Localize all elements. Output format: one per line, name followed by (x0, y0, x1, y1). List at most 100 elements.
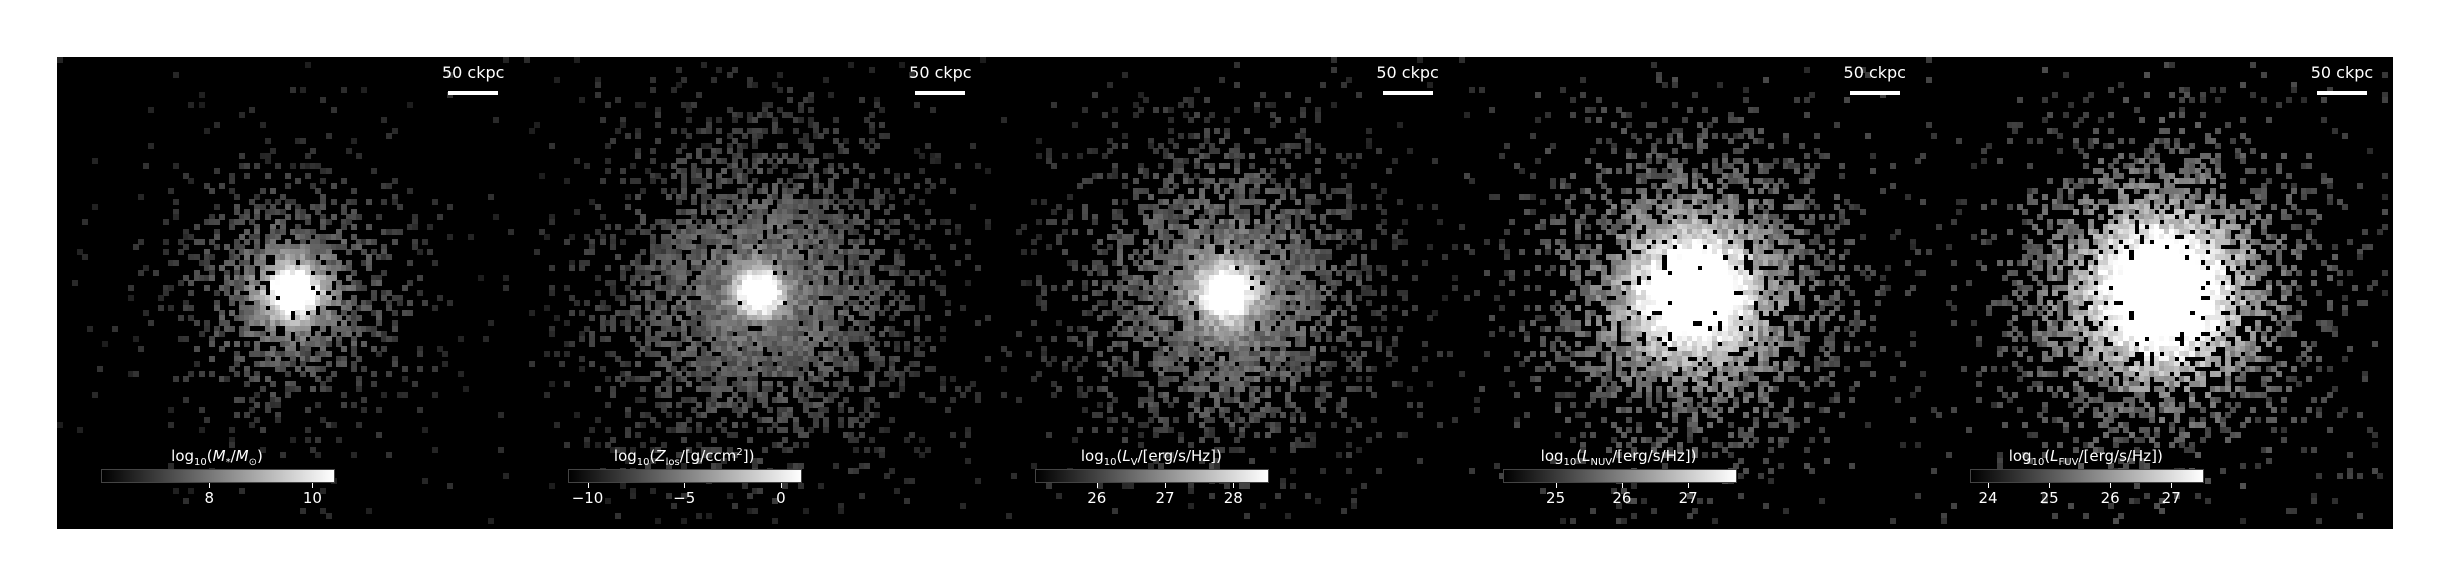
galaxy-map-image (1925, 57, 2393, 529)
colorbar-label-unit: /[erg/s/Hz]) (1137, 447, 1222, 465)
scalebar: 50 ckpc (2307, 64, 2377, 95)
colorbar-tick (1555, 483, 1557, 488)
colorbar-tick-label: 25 (1546, 489, 1566, 507)
colorbar-label-quantity2: M (235, 447, 249, 465)
galaxy-map-image (991, 57, 1459, 529)
colorbar-label-close: ]) (742, 447, 755, 465)
colorbar-label-quantity-sub: los (665, 457, 680, 468)
colorbar-label-quantity: M (212, 447, 226, 465)
scalebar: 50 ckpc (1840, 64, 1910, 95)
colorbar-tick (1233, 483, 1235, 488)
colorbar-tick (2110, 483, 2112, 488)
scalebar-label: 50 ckpc (441, 63, 505, 82)
scalebar-line (915, 91, 966, 95)
scalebar: 50 ckpc (1373, 64, 1443, 95)
colorbar-label-log-base: 10 (2031, 457, 2045, 468)
colorbar (1969, 469, 2204, 483)
colorbar-label-log: log (1540, 447, 1564, 465)
scalebar-line (2316, 91, 2367, 95)
colorbar-label-paren: ( (649, 447, 656, 465)
scalebar-line (448, 91, 499, 95)
colorbar-label: log10(LV/[erg/s/Hz]) (1035, 447, 1267, 468)
colorbar-tick-label: 24 (1978, 489, 1998, 507)
colorbar (568, 469, 803, 483)
colorbar-label-quantity-sub: V (1130, 457, 1138, 468)
colorbar-label-quantity-sub: FUV (2058, 457, 2079, 468)
colorbar-label-quantity-sub: * (225, 457, 231, 468)
colorbar-label-quantity2-sub: ⊙ (248, 457, 257, 468)
colorbar-tick (2049, 483, 2051, 488)
colorbar-tick-label: 25 (2039, 489, 2059, 507)
colorbar-tick-label: 26 (2100, 489, 2120, 507)
map-panel-2: 50 ckpc log10(Zlos/[g/ccm2]) −10 −5 0 (524, 57, 992, 529)
colorbar-tick (587, 483, 589, 488)
colorbar-tick (1096, 483, 1098, 488)
colorbar-label-log-base: 10 (636, 457, 650, 468)
colorbar-tick (1688, 483, 1690, 488)
colorbar (1035, 469, 1270, 483)
scalebar-label: 50 ckpc (1843, 63, 1906, 82)
colorbar-label-quantity: L (1122, 447, 1131, 465)
colorbar-label-log: log (1080, 447, 1104, 465)
colorbar-label-log-base: 10 (1563, 457, 1577, 468)
colorbar-tick (1621, 483, 1623, 488)
scalebar: 50 ckpc (905, 64, 975, 95)
colorbar-tick-label: 27 (2161, 489, 2181, 507)
colorbar-tick-label: −5 (673, 489, 696, 507)
colorbar-tick-label: 26 (1612, 489, 1632, 507)
map-panel-5: 50 ckpc log10(LFUV/[erg/s/Hz]) 24 25 26 27 (1925, 57, 2393, 529)
colorbar-label: log10(LNUV/[erg/s/Hz]) (1503, 447, 1735, 468)
colorbar-tick (1988, 483, 1990, 488)
colorbar (101, 469, 335, 483)
galaxy-map-image (1458, 57, 1926, 529)
colorbar-label-unit: /[erg/s/Hz]) (2078, 447, 2163, 465)
galaxy-map-image (524, 57, 992, 529)
colorbar-label-log-base: 10 (194, 457, 207, 468)
colorbar-label-log: log (613, 447, 637, 465)
colorbar-tick-label: 0 (776, 489, 786, 507)
colorbar-label-paren: ( (1576, 447, 1583, 465)
colorbar-label-quantity-sub: NUV (1590, 457, 1613, 468)
colorbar-label-unit-exp: 2 (736, 447, 743, 458)
colorbar-label-quantity: L (1582, 447, 1591, 465)
colorbar-label-quantity: L (2050, 447, 2059, 465)
colorbar-tick-label: −10 (571, 489, 604, 507)
scalebar-label: 50 ckpc (1376, 63, 1439, 82)
colorbar-label-log: log (2008, 447, 2032, 465)
colorbar-label-unit: / (230, 447, 236, 465)
colorbar-tick-label: 27 (1155, 489, 1175, 507)
scalebar-label: 50 ckpc (2310, 63, 2374, 82)
colorbar-tick (780, 483, 782, 488)
colorbar-tick (684, 483, 686, 488)
colorbar-label-unit: /[erg/s/Hz]) (1612, 447, 1697, 465)
colorbar-tick-label: 8 (204, 489, 215, 507)
colorbar-label: log10(M*/M⊙) (101, 447, 333, 468)
colorbar-label-paren: ( (2044, 447, 2051, 465)
colorbar-label-paren: ( (206, 447, 213, 465)
colorbar-tick (2171, 483, 2173, 488)
colorbar-label-unit: /[g/ccm (679, 447, 737, 465)
colorbar-label: log10(LFUV/[erg/s/Hz]) (1970, 447, 2202, 468)
colorbar-label-paren: ( (1116, 447, 1123, 465)
colorbar-tick-label: 28 (1223, 489, 1243, 507)
colorbar-tick (1165, 483, 1167, 488)
colorbar-label-log-base: 10 (1103, 457, 1117, 468)
scalebar-line (1849, 91, 1900, 95)
colorbar-tick-label: 10 (302, 489, 322, 507)
colorbar-tick (209, 483, 211, 488)
scalebar-line (1382, 91, 1433, 95)
colorbar-tick-label: 26 (1087, 489, 1107, 507)
map-panels: 50 ckpc log10(M*/M⊙) 8 10 50 ckpc log10(Zlos/… (57, 57, 2393, 529)
scalebar-label: 50 ckpc (909, 63, 972, 82)
colorbar-label-close: ) (256, 447, 263, 465)
colorbar (1502, 469, 1737, 483)
colorbar-label-log: log (171, 447, 195, 465)
map-panel-3: 50 ckpc log10(LV/[erg/s/Hz]) 26 27 28 (991, 57, 1459, 529)
galaxy-map-image (57, 57, 524, 529)
colorbar-tick-label: 27 (1678, 489, 1698, 507)
colorbar-label-quantity: Z (655, 447, 666, 465)
map-panel-1: 50 ckpc log10(M*/M⊙) 8 10 (57, 57, 525, 529)
colorbar-label: log10(Zlos/[g/ccm2]) (568, 447, 800, 468)
map-panel-4: 50 ckpc log10(LNUV/[erg/s/Hz]) 25 26 27 (1458, 57, 1926, 529)
scalebar: 50 ckpc (438, 64, 508, 95)
